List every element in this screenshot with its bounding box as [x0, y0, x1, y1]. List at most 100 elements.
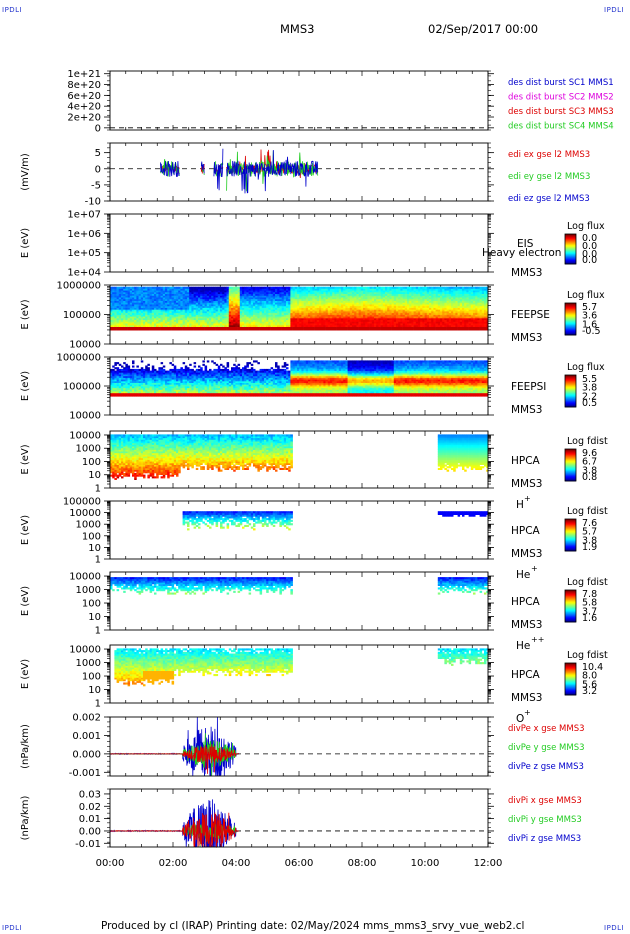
- spectrogram-cell: [400, 314, 403, 317]
- spectrogram-cell: [413, 297, 417, 300]
- spectrogram-cell: [354, 314, 357, 317]
- spectrogram-cell: [310, 311, 313, 314]
- spectrogram-cell: [132, 314, 135, 317]
- spectrogram-cell: [116, 316, 120, 319]
- spectrogram-cell: [248, 304, 252, 307]
- spectrogram-cell: [330, 297, 333, 300]
- spectrogram-cell: [257, 297, 260, 300]
- spectrogram-cell: [204, 286, 208, 289]
- spectrogram-cell: [169, 290, 172, 293]
- spectrogram-cell: [411, 318, 414, 321]
- spectrogram-cell: [160, 328, 164, 331]
- spectrogram-cell: [246, 316, 249, 319]
- spectrogram-cell: [145, 311, 148, 314]
- spectrogram-cell: [149, 288, 153, 291]
- spectrogram-cell: [391, 328, 395, 331]
- spectrogram-cell: [204, 295, 208, 298]
- spectrogram-cell: [187, 328, 190, 331]
- spectrogram-cell: [301, 324, 304, 327]
- spectrogram-cell: [173, 293, 177, 296]
- spectrogram-cell: [127, 309, 131, 312]
- spectrogram-cell: [369, 312, 373, 315]
- spectrogram-cell: [228, 307, 232, 310]
- spectrogram-cell: [169, 319, 172, 322]
- spectrogram-cell: [290, 314, 293, 317]
- spectrogram-cell: [178, 295, 181, 298]
- spectrogram-cell: [257, 293, 260, 296]
- spectrogram-cell: [110, 321, 113, 324]
- spectrogram-cell: [426, 323, 430, 326]
- spectrogram-cell: [290, 318, 293, 321]
- colorbar-step: [565, 303, 576, 305]
- spectrogram-cell: [114, 323, 117, 326]
- spectrogram-cell: [165, 312, 168, 315]
- spectrogram-cell: [393, 297, 397, 300]
- spectrogram-cell: [281, 323, 285, 326]
- spectrogram-cell: [387, 311, 390, 314]
- spectrogram-cell: [319, 286, 322, 289]
- spectrogram-cell: [345, 293, 348, 296]
- spectrogram-cell: [341, 295, 344, 298]
- spectrogram-cell: [310, 298, 313, 301]
- spectrogram-cell: [189, 305, 192, 308]
- spectrogram-cell: [290, 326, 293, 329]
- spectrogram-cell: [477, 286, 480, 289]
- spectrogram-cell: [435, 307, 439, 310]
- spectrogram-cell: [303, 328, 307, 331]
- spectrogram-cell: [154, 318, 157, 321]
- spectrogram-cell: [288, 319, 291, 322]
- spectrogram-cell: [442, 290, 445, 293]
- spectrogram-cell: [369, 293, 373, 296]
- spectrogram-cell: [213, 319, 216, 322]
- spectrogram-cell: [371, 288, 375, 291]
- spectrogram-cell: [341, 305, 344, 308]
- spectrogram-cell: [451, 291, 454, 294]
- spectrogram-cell: [259, 288, 263, 291]
- spectrogram-cell: [319, 312, 322, 315]
- spectrogram-cell: [378, 311, 381, 314]
- colorbar-step: [565, 314, 576, 316]
- spectrogram-cell: [464, 314, 467, 317]
- spectrogram-cell: [116, 324, 120, 327]
- spectrogram-cell: [475, 293, 478, 296]
- spectrogram-cell: [442, 314, 445, 317]
- spectrogram-cell: [409, 305, 412, 308]
- legend-entry: des dist burst SC2 MMS2: [508, 93, 614, 103]
- spectrogram-cell: [347, 307, 351, 310]
- spectrogram-cell: [176, 302, 179, 305]
- spectrogram-cell: [114, 319, 117, 322]
- y-axis-label: E (eV): [20, 371, 31, 401]
- spectrogram-cell: [290, 286, 293, 289]
- spectrogram-cell: [160, 309, 164, 312]
- spectrogram-cell: [477, 319, 480, 322]
- spectrogram-cell: [114, 370, 117, 373]
- spectrogram-cell: [334, 305, 337, 308]
- spectrogram-cell: [165, 324, 168, 327]
- spectrogram-cell: [123, 291, 126, 294]
- spectrogram-cell: [418, 300, 421, 303]
- y-tick-label: 2e+20: [67, 113, 101, 124]
- spectrogram-cell: [246, 298, 249, 301]
- spectrogram-cell: [167, 309, 170, 312]
- spectrogram-cell: [453, 309, 456, 312]
- spectrogram-cell: [127, 286, 131, 289]
- spectrogram-cell: [475, 286, 478, 289]
- spectrogram-cell: [268, 312, 271, 315]
- spectrogram-cell: [378, 305, 381, 308]
- spectrogram-cell: [365, 297, 368, 300]
- spectrogram-cell: [321, 293, 324, 296]
- spectrogram-cell: [151, 295, 155, 298]
- spectrogram-cell: [354, 290, 357, 293]
- spectrogram-cell: [202, 302, 205, 305]
- spectrogram-cell: [393, 312, 397, 315]
- spectrogram-cell: [389, 297, 392, 300]
- spectrogram-cell: [165, 316, 168, 319]
- spectrogram-cell: [154, 326, 157, 329]
- spectrogram-cell: [268, 291, 271, 294]
- spectrogram-cell: [442, 307, 445, 310]
- spectrogram-cell: [380, 328, 384, 331]
- spectrogram-cell: [217, 293, 221, 296]
- spectrogram-cell: [206, 305, 210, 308]
- spectrogram-cell: [165, 323, 168, 326]
